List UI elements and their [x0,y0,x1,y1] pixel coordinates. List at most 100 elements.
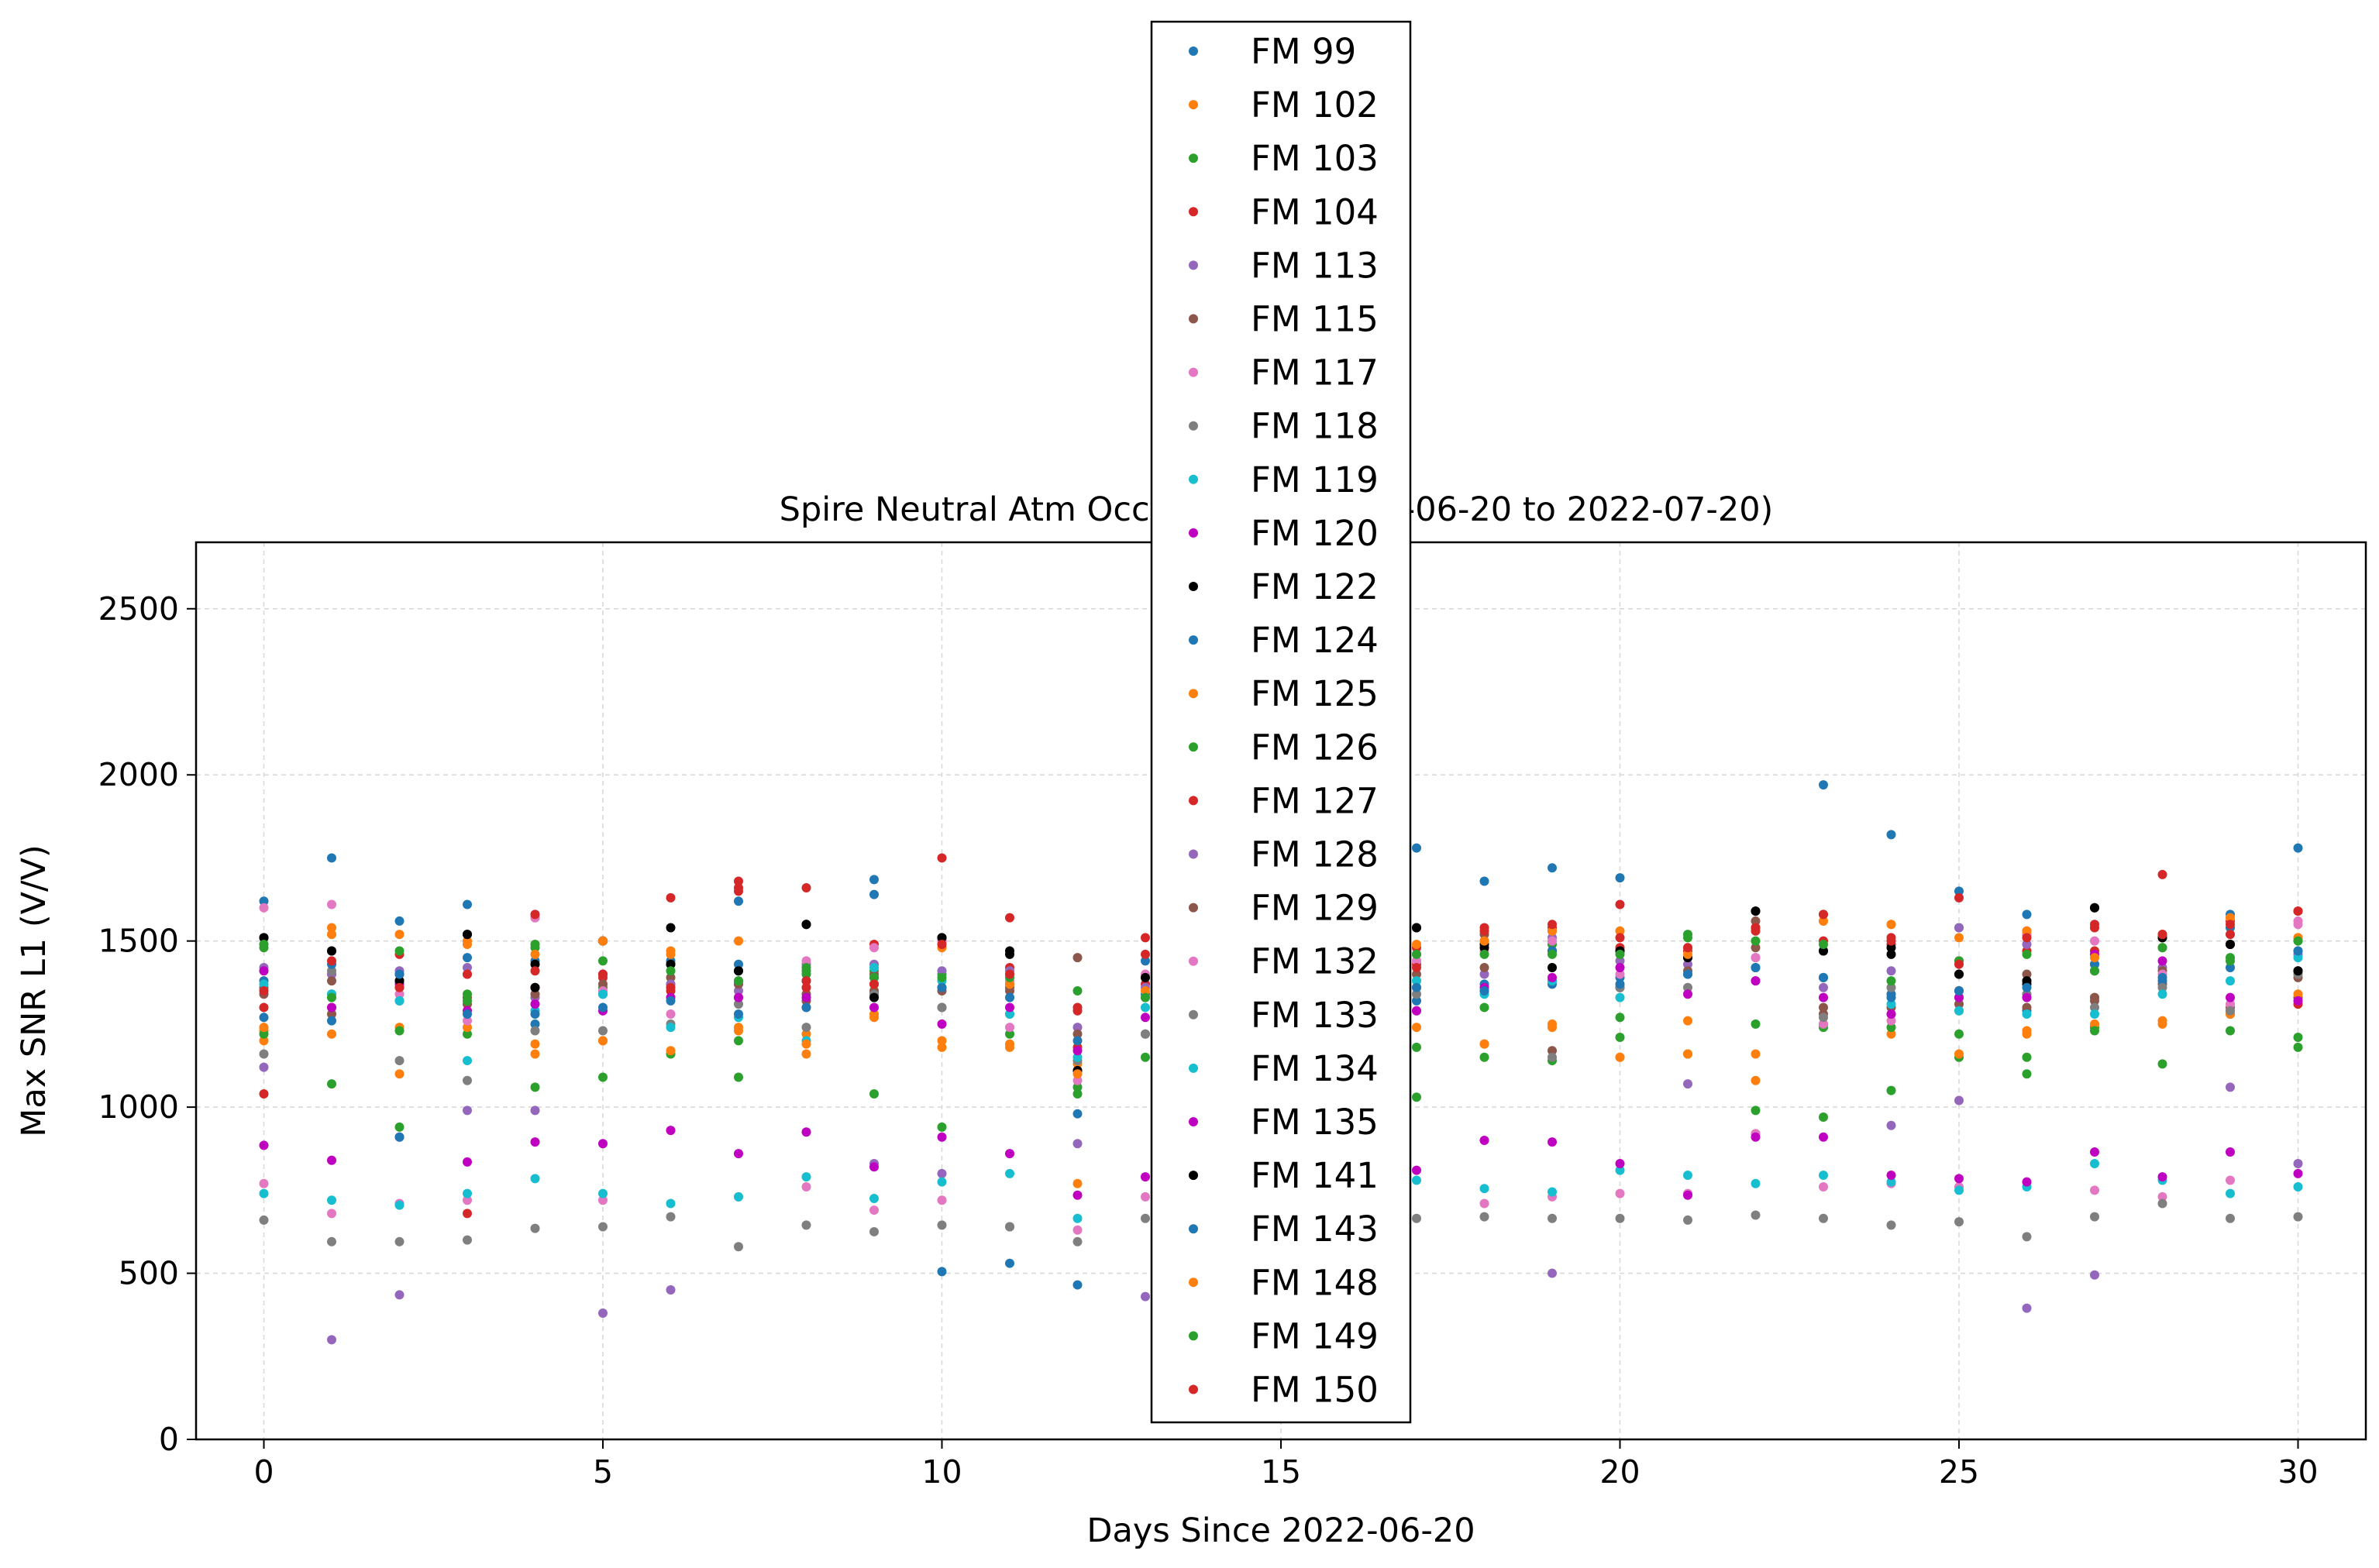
data-point [1412,1006,1421,1016]
data-point [530,982,540,992]
data-point [1479,1002,1489,1013]
data-point [1683,1049,1692,1059]
data-point [801,976,811,986]
data-point [463,969,472,979]
data-point [666,949,676,959]
data-point [1954,992,1964,1002]
data-point [598,1222,608,1232]
legend-marker [1189,1224,1198,1234]
data-point [937,939,947,949]
data-point [666,982,676,992]
data-point [1548,962,1557,972]
data-point [259,986,269,995]
data-point [1886,1120,1896,1130]
data-point [2090,992,2099,1002]
data-point [666,972,676,982]
data-point [530,1009,540,1020]
data-point [869,889,879,899]
data-point [1072,1109,1083,1119]
y-tick-label: 1500 [98,923,179,960]
data-point [530,1026,540,1036]
data-point [1886,1171,1896,1181]
data-point [2226,956,2235,966]
data-point [2090,1026,2099,1036]
data-point [530,1223,540,1233]
y-axis-label: Max SNR L1 (V/V) [15,844,53,1136]
data-point [327,1079,336,1089]
data-point [394,916,405,926]
data-point [2226,962,2235,972]
data-point [463,939,472,949]
data-point [869,1002,879,1013]
data-point [1886,936,1896,946]
data-point [2157,1191,2167,1202]
data-point [394,1132,405,1142]
legend-label: FM 102 [1251,84,1379,126]
data-point [666,1023,676,1033]
legend-marker [1189,528,1198,538]
data-point [530,1019,540,1029]
data-point [1072,1075,1083,1085]
data-point [666,959,676,969]
data-point [2226,1175,2235,1185]
data-point [734,976,743,986]
data-point [2226,1006,2235,1016]
data-point [259,979,269,989]
data-point [2090,1159,2099,1169]
legend-label: FM 122 [1251,566,1379,607]
series-fm-120 [259,1126,2303,1200]
data-point [463,1023,472,1033]
data-point [394,1122,405,1132]
legend-marker [1189,1171,1198,1181]
data-point [1005,1029,1014,1039]
data-point [869,979,879,989]
data-point [734,959,743,969]
data-point [666,892,676,903]
data-point [869,1162,879,1172]
data-point [2090,1270,2099,1280]
data-point [1751,916,1761,926]
data-point [2157,989,2167,999]
y-tick-label: 0 [159,1421,179,1458]
data-point [2157,1198,2167,1209]
data-point [1072,1178,1083,1188]
data-point [1954,986,1964,995]
data-point [1751,906,1761,916]
data-point [2226,1026,2235,1036]
data-point [1141,933,1150,943]
data-point [1072,1190,1083,1200]
data-point [1141,1002,1150,1013]
data-point [734,1191,743,1202]
data-point [2293,946,2303,956]
data-point [2022,992,2032,1002]
y-tick-label: 2500 [98,590,179,628]
data-point [2157,869,2167,879]
data-point [869,1194,879,1204]
legend-label: FM 118 [1251,406,1379,447]
data-point [2226,1188,2235,1198]
legend-label: FM 127 [1251,780,1379,821]
data-point [734,999,743,1009]
legend-label: FM 115 [1251,299,1379,340]
data-point [2022,982,2032,992]
data-point [259,933,269,943]
data-point [1751,923,1761,933]
data-point [801,1220,811,1230]
data-point [1615,949,1625,959]
data-point [2022,910,2032,920]
legend-label: FM 133 [1251,995,1379,1036]
legend-marker [1189,1384,1198,1394]
data-point [1819,972,1828,982]
legend-label: FM 99 [1251,31,1356,72]
data-point [1072,1046,1083,1056]
data-point [1479,962,1489,972]
data-point [327,923,336,933]
legend-marker [1189,421,1198,431]
data-point [1005,1149,1014,1159]
legend-marker [1189,903,1198,913]
data-point [2022,1029,2032,1039]
data-point [666,1126,676,1136]
data-point [598,1188,608,1198]
data-point [327,853,336,863]
legend-marker [1189,1277,1198,1288]
